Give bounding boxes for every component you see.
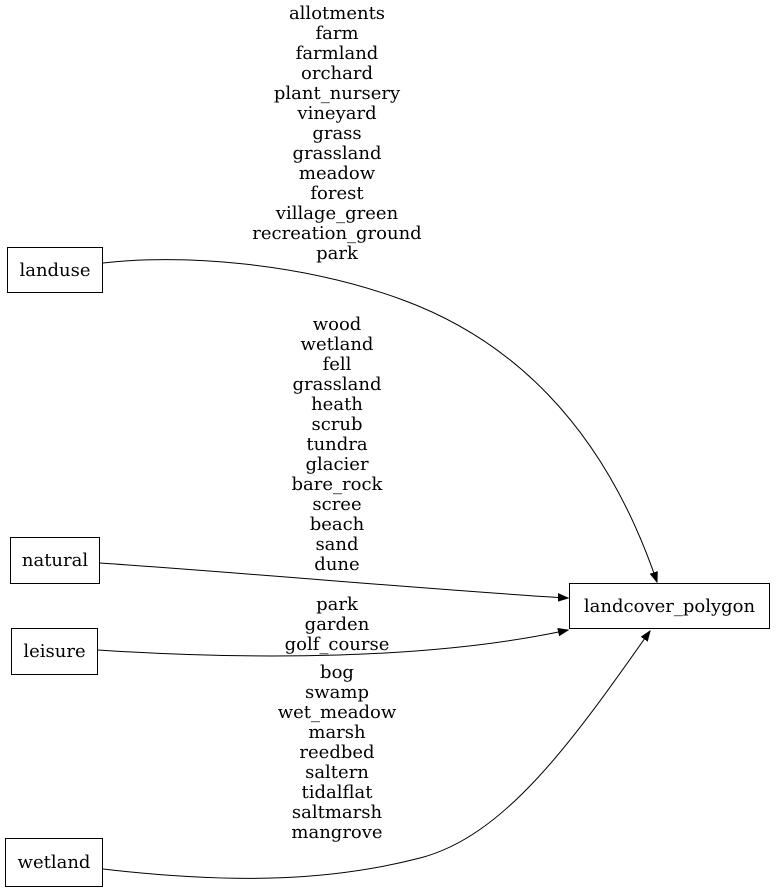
edge-label-natural-values: wood wetland fell grassland heath scrub … bbox=[291, 314, 383, 575]
edge-label-wetland-values: bog swamp wet_meadow marsh reedbed salte… bbox=[277, 662, 397, 843]
node-leisure: leisure bbox=[11, 628, 98, 675]
edge-label-landuse-values: allotments farm farmland orchard plant_n… bbox=[252, 3, 422, 264]
edge-leisure-to-landcover_polygon bbox=[97, 630, 568, 657]
edge-wetland-to-landcover_polygon bbox=[102, 631, 650, 879]
node-natural: natural bbox=[10, 537, 100, 584]
node-landcover-polygon: landcover_polygon bbox=[569, 583, 770, 629]
edge-label-leisure-values: park garden golf_course bbox=[284, 594, 390, 655]
node-landcover-polygon-label: landcover_polygon bbox=[583, 595, 756, 617]
edge-landuse-to-landcover_polygon bbox=[102, 259, 657, 582]
node-wetland-label: wetland bbox=[17, 852, 91, 873]
node-leisure-label: leisure bbox=[23, 641, 86, 662]
node-natural-label: natural bbox=[21, 550, 89, 571]
edge-natural-to-landcover_polygon bbox=[99, 562, 568, 598]
node-wetland: wetland bbox=[5, 838, 103, 887]
node-landuse: landuse bbox=[7, 247, 103, 293]
node-landuse-label: landuse bbox=[19, 259, 91, 281]
